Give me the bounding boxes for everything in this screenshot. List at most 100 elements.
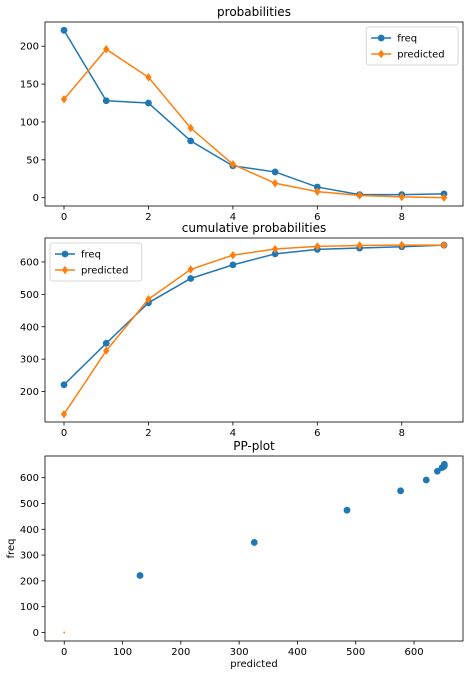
data-point bbox=[187, 275, 195, 282]
y-tick-label: 200 bbox=[20, 576, 39, 587]
series-predicted bbox=[60, 240, 448, 419]
legend-box bbox=[49, 242, 143, 282]
scatter-point bbox=[433, 467, 441, 475]
y-tick-label: 400 bbox=[20, 525, 39, 536]
data-point bbox=[314, 242, 321, 251]
x-tick-label: 2 bbox=[145, 212, 151, 223]
chart-1: cumulative probabilities 0 2 4 6 8 200 300 400 50… bbox=[20, 221, 464, 439]
y-tick-label: 100 bbox=[20, 602, 39, 613]
series-line bbox=[63, 29, 445, 196]
data-point bbox=[229, 160, 237, 169]
data-point bbox=[187, 123, 194, 133]
data-point bbox=[229, 261, 237, 269]
x-tick-label: 0 bbox=[61, 428, 67, 439]
data-point bbox=[271, 244, 279, 254]
y-tick-label: 150 bbox=[20, 80, 39, 91]
data-point bbox=[187, 137, 195, 145]
reference-point bbox=[63, 631, 66, 634]
data-point bbox=[440, 240, 448, 250]
y-axis-label: freq bbox=[6, 539, 17, 559]
scatter-point bbox=[343, 506, 351, 514]
series-freq bbox=[60, 26, 448, 199]
legend-entry: predicted bbox=[81, 266, 128, 277]
x-tick-label: 8 bbox=[399, 428, 405, 439]
series-line bbox=[63, 244, 444, 415]
x-tick-label: 0 bbox=[61, 647, 67, 658]
y-tick-label: 50 bbox=[26, 155, 39, 166]
data-point bbox=[440, 193, 448, 202]
y-tick-label: 500 bbox=[20, 499, 39, 510]
scatter-point bbox=[250, 539, 258, 546]
x-tick-label: 4 bbox=[230, 428, 236, 439]
y-tick-label: 200 bbox=[20, 387, 39, 398]
x-tick-label: 600 bbox=[404, 647, 423, 658]
axes-frame bbox=[44, 237, 464, 423]
scatter-point bbox=[422, 476, 430, 484]
y-tick-label: 0 bbox=[33, 628, 39, 639]
data-point bbox=[145, 295, 152, 304]
data-point bbox=[187, 265, 194, 274]
chart-2: PP-plot 0 100 200 300 400 500 600 0 100 200 300 400 5… bbox=[6, 439, 464, 670]
data-point bbox=[60, 95, 68, 104]
x-tick-label: 300 bbox=[230, 647, 249, 658]
chart-0: probabilities 0 2 4 6 8 0 50 100 150 200 freq predic… bbox=[20, 5, 464, 223]
data-point bbox=[229, 250, 237, 260]
data-point bbox=[314, 187, 321, 196]
data-point bbox=[145, 99, 152, 107]
data-point bbox=[103, 45, 110, 54]
data-point bbox=[271, 168, 279, 176]
y-tick-label: 200 bbox=[20, 42, 39, 53]
scatter-series bbox=[136, 460, 448, 579]
legend: freq predicted bbox=[49, 242, 143, 282]
x-tick-label: 2 bbox=[145, 428, 151, 439]
legend-entry: freq bbox=[397, 34, 417, 45]
chart-title: probabilities bbox=[217, 5, 291, 19]
x-tick-label: 4 bbox=[230, 212, 236, 223]
legend-marker bbox=[61, 250, 69, 258]
chart-title: PP-plot bbox=[233, 439, 275, 453]
axes-frame bbox=[44, 21, 464, 207]
data-point bbox=[271, 250, 279, 258]
data-point bbox=[60, 410, 68, 419]
x-tick-label: 6 bbox=[314, 428, 320, 439]
series-line bbox=[63, 244, 445, 386]
y-tick-label: 100 bbox=[20, 117, 39, 128]
legend-entry: freq bbox=[81, 250, 101, 261]
data-point bbox=[60, 26, 68, 34]
data-point bbox=[60, 381, 68, 389]
x-tick-label: 6 bbox=[314, 212, 320, 223]
x-tick-label: 100 bbox=[113, 647, 132, 658]
data-point bbox=[145, 73, 152, 82]
y-tick-label: 500 bbox=[20, 290, 39, 301]
legend-marker bbox=[378, 49, 385, 59]
x-tick-label: 200 bbox=[171, 647, 190, 658]
data-point bbox=[398, 240, 405, 250]
y-tick-label: 400 bbox=[20, 322, 39, 333]
y-tick-label: 600 bbox=[20, 473, 39, 484]
data-point bbox=[356, 191, 363, 200]
axes-frame bbox=[44, 455, 464, 642]
data-point bbox=[398, 192, 405, 202]
y-tick-label: 600 bbox=[20, 257, 39, 268]
data-point bbox=[313, 183, 321, 191]
y-tick-label: 300 bbox=[20, 551, 39, 562]
x-tick-label: 400 bbox=[288, 647, 307, 658]
x-tick-label: 500 bbox=[346, 647, 365, 658]
scatter-point bbox=[397, 487, 405, 495]
chart-title: cumulative probabilities bbox=[182, 221, 326, 235]
y-tick-label: 0 bbox=[33, 193, 39, 204]
data-point bbox=[102, 339, 110, 347]
data-point bbox=[102, 97, 110, 105]
legend-marker bbox=[377, 34, 385, 42]
data-point bbox=[103, 346, 110, 355]
legend-box bbox=[365, 26, 459, 66]
data-point bbox=[356, 241, 363, 250]
series-line bbox=[63, 48, 445, 199]
scatter-point bbox=[440, 460, 448, 468]
y-tick-label: 300 bbox=[20, 355, 39, 366]
legend-entry: predicted bbox=[397, 50, 444, 61]
x-axis-label: predicted bbox=[230, 659, 277, 670]
series-predicted bbox=[60, 45, 448, 202]
data-point bbox=[271, 179, 279, 188]
legend: freq predicted bbox=[365, 26, 459, 66]
